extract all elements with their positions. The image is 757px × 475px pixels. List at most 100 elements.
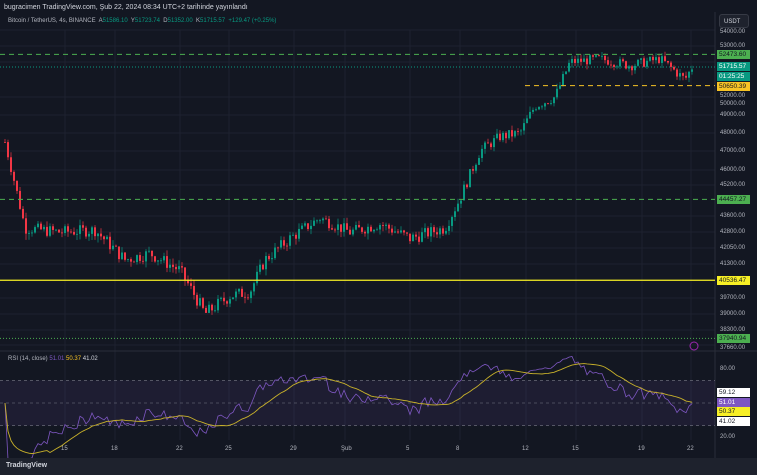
candle-body [127,259,129,260]
candle-body [574,59,576,63]
rsi-ma-value: 50.37 [66,356,82,362]
candle-body [31,232,33,234]
candle-body [112,245,114,250]
candle-body [226,301,228,304]
candle-body [634,65,636,71]
candle-body [175,266,177,270]
candle-body [211,304,213,311]
candle-body [640,58,642,60]
candle-body [577,58,579,63]
candle-body [415,234,417,237]
candle-body [106,236,108,240]
candle-body [673,66,675,70]
candle-body [262,264,264,270]
candle-body [424,228,426,233]
candle-body [403,230,405,233]
time-tick: 19 [638,446,645,452]
rsi-ma-line [4,363,693,455]
candle-body [148,250,150,252]
candle-body [247,297,249,299]
candle-body [541,106,543,108]
candle-body [550,103,552,104]
last-price-tag: 51715.57 [717,62,750,72]
candle-body [220,297,222,299]
symbol-legend: Bitcoin / TetherUS, 4s, BINANCE A51586.1… [8,18,276,24]
countdown-tag: 01:25:25 [717,72,750,82]
low-label: D [163,18,168,24]
candle-body [319,220,321,222]
candle-body [448,225,450,231]
candle-body [487,142,489,144]
candle-body [475,164,477,171]
candle-body [16,180,18,191]
candle-body [610,64,612,66]
candle-body [310,225,312,230]
candle-body [235,291,237,298]
candle-body [361,227,363,232]
candle-body [7,142,9,158]
candle-body [598,55,600,57]
candle-body [232,297,234,300]
candle-body [427,228,429,237]
candle-body [370,226,372,232]
candle-body [493,138,495,148]
candle-body [433,227,435,233]
candle-body [304,223,306,226]
candle-body [103,236,105,240]
candle-body [346,223,348,230]
candle-body [619,59,621,67]
rsi-tag: 59.12 [717,388,750,397]
candle-body [238,288,240,292]
candle-body [283,240,285,246]
candle-body [670,62,672,67]
price-tick: 38300.00 [720,326,746,333]
candle-body [691,69,693,72]
rsi-line [4,355,693,460]
candle-body [163,256,165,261]
price-tick: 47000.00 [720,148,746,154]
candle-body [154,256,156,262]
candle-body [655,57,657,61]
candle-body [37,223,39,228]
candle-body [679,73,681,77]
candle-body [322,218,324,221]
candle-body [505,132,507,139]
candle-body [565,71,567,75]
rsi-tick: 80.00 [720,366,736,372]
candle-body [421,232,423,242]
candle-body [463,184,465,201]
high-label: Y [130,18,135,24]
candle-body [478,158,480,165]
symbol-name[interactable]: Bitcoin / TetherUS, 4s, BINANCE [8,18,96,24]
candle-body [568,62,570,72]
candle-body [667,60,669,63]
candle-body [139,255,141,261]
candle-body [676,69,678,77]
currency-button[interactable]: USDT [719,14,749,28]
candle-body [151,250,153,257]
candle-body [496,133,498,139]
candle-body [547,103,549,105]
candle-body [337,224,339,230]
rsi-label: RSI (14, close) [8,356,48,362]
candle-body [223,297,225,302]
rsi-tick: 20.00 [720,434,736,440]
candle-body [295,234,297,239]
high-value: 51723.74 [134,18,160,24]
candle-body [397,231,399,233]
candle-body [406,232,408,234]
candle-body [97,233,99,237]
candle-body [325,218,327,220]
candle-body [205,307,207,313]
candle-body [613,64,615,67]
candle-body [649,56,651,61]
candle-body [73,231,75,235]
candle-body [208,304,210,313]
candle-body [508,130,510,139]
level-tag: 50650.39 [717,82,750,92]
low-value: 51352.00 [167,18,193,24]
candle-body [217,298,219,311]
candle-body [109,236,111,250]
candle-body [514,131,516,137]
